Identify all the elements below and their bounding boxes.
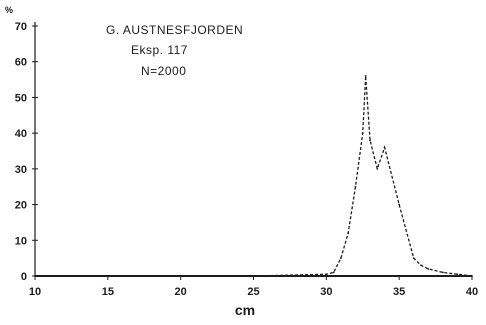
y-tick-label: 70 [15,21,27,33]
data-point [34,275,36,277]
y-tick-label: 40 [15,128,27,140]
data-point [252,275,255,277]
x-tick-label: 40 [466,286,478,298]
frequency-line [35,75,473,277]
data-point [332,271,335,274]
data-point [376,167,379,170]
data-point [471,275,473,277]
series-group [34,75,473,277]
data-point [364,75,367,77]
data-point [340,257,342,260]
data-point [456,273,459,276]
data-point [420,264,422,267]
chart-subtitle-sample-size: N=2000 [141,64,186,78]
data-point [325,273,328,276]
data-point [427,267,430,270]
y-axis-ticks: 0 10 20 30 40 50 60 70 [15,21,38,283]
data-point [398,203,401,206]
x-tick-label: 10 [29,286,41,298]
data-point [179,275,182,277]
y-axis-unit-label: % [5,5,13,15]
data-point [369,139,371,142]
y-tick-label: 0 [21,271,27,283]
x-axis-ticks: 10 15 20 25 30 35 40 [29,276,478,298]
x-tick-label: 30 [320,286,332,298]
data-point [412,257,415,260]
data-point [354,185,357,188]
y-tick-label: 10 [15,235,27,247]
x-tick-label: 15 [102,286,114,298]
x-axis-label: cm [235,302,255,318]
y-tick-label: 20 [15,200,27,212]
data-point [347,232,350,235]
y-tick-label: 60 [15,57,27,69]
chart-subtitle-experiment: Eksp. 117 [131,43,188,57]
data-point [383,146,386,149]
x-tick-label: 20 [175,286,187,298]
x-tick-label: 25 [247,286,259,298]
y-tick-label: 30 [15,164,27,176]
x-tick-label: 35 [393,286,405,298]
data-point [361,132,364,135]
chart-title: G. AUSTNESFJORDEN [106,23,243,37]
y-tick-label: 50 [15,92,27,104]
chart-title-block: G. AUSTNESFJORDEN Eksp. 117 N=2000 [106,23,243,78]
data-point [441,271,444,274]
